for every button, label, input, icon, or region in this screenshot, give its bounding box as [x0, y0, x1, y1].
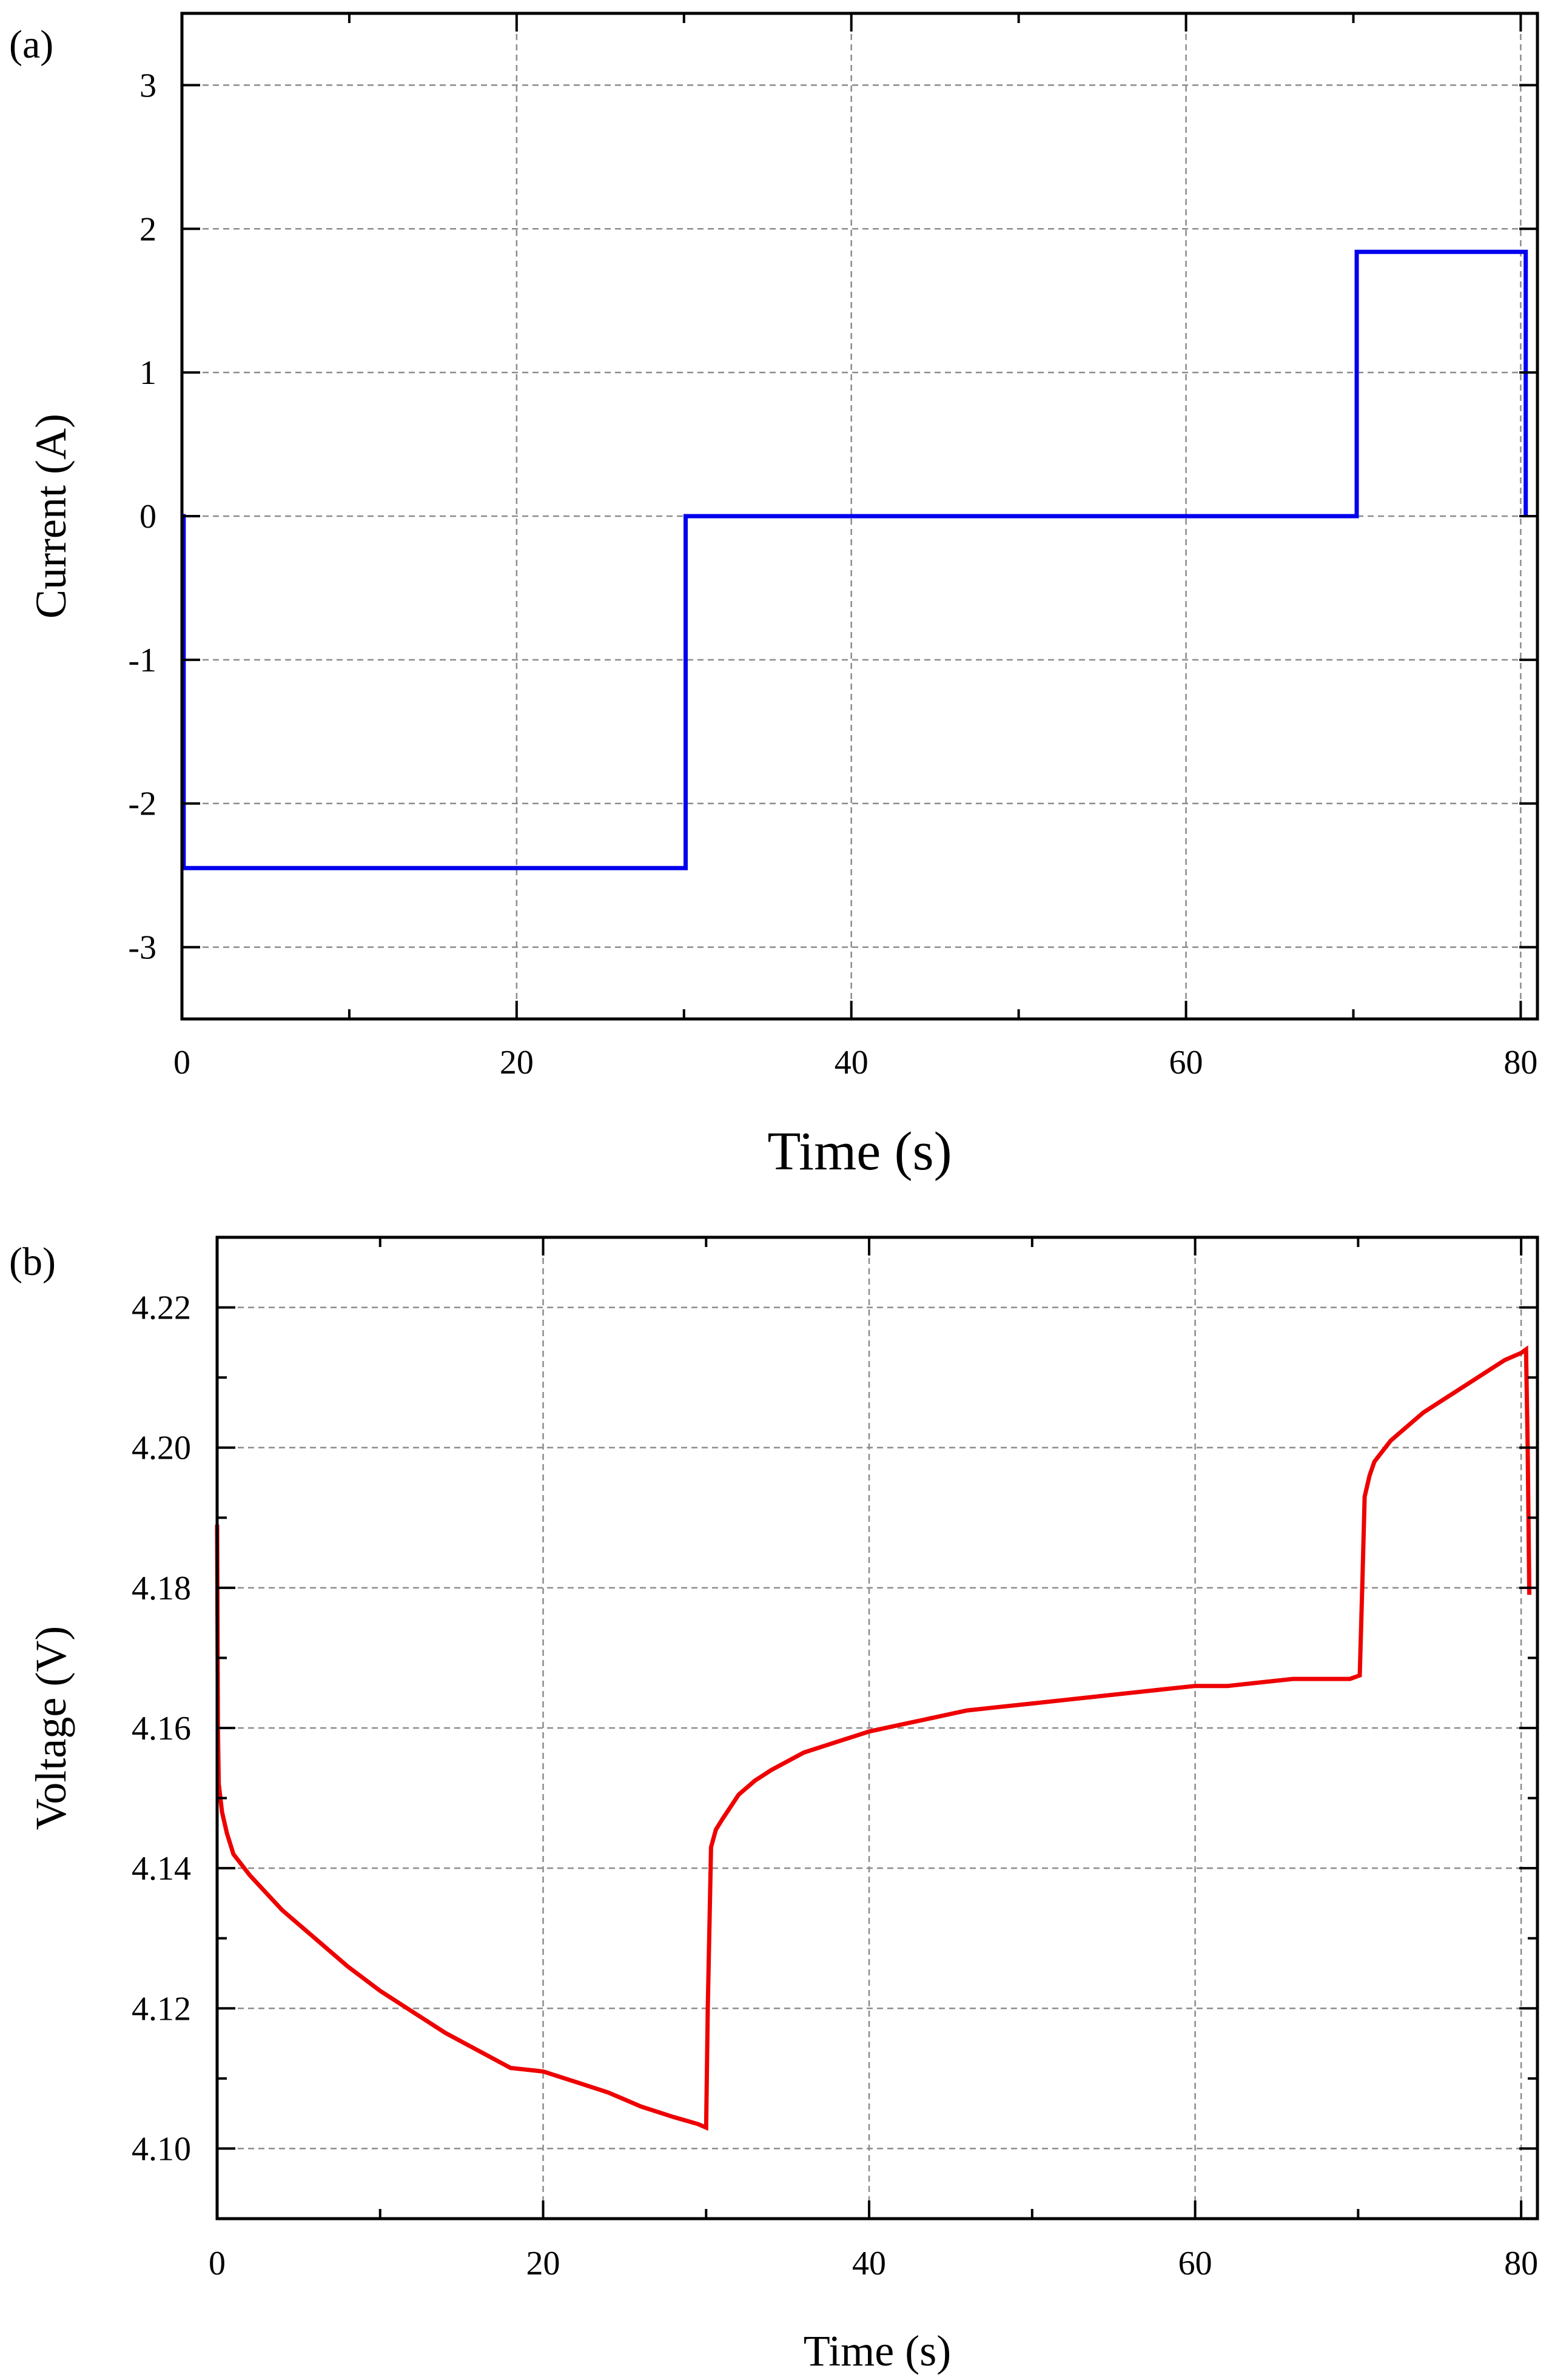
x-tick-label: 40 — [852, 2245, 886, 2282]
plot-frame — [215, 1235, 1539, 2220]
y-tick-label: -3 — [128, 929, 156, 967]
x-tick-label: 20 — [526, 2245, 560, 2282]
y-tick-label: 4.14 — [132, 1850, 191, 1888]
x-tick-label: 80 — [1504, 2245, 1538, 2282]
y-tick-label: 0 — [139, 498, 156, 536]
x-tick-label: 0 — [209, 2245, 226, 2282]
panel-label: (a) — [9, 22, 53, 67]
y-tick-label: 4.12 — [132, 1990, 191, 2028]
plot-frame — [180, 12, 1539, 1021]
x-tick-label: 40 — [835, 1044, 868, 1081]
y-tick-label: 4.20 — [132, 1430, 191, 1467]
x-tick-label: 20 — [500, 1044, 534, 1081]
panel-label: (b) — [9, 1240, 56, 1284]
x-axis-title: Time (s) — [804, 2327, 951, 2375]
y-tick-label: 3 — [139, 67, 156, 104]
series-line — [181, 249, 1528, 870]
x-axis-title: Time (s) — [767, 1121, 952, 1182]
x-tick-label: 60 — [1178, 2245, 1212, 2282]
y-axis-title: Current (A) — [27, 414, 75, 619]
panel-a: (a) 0 20 40 60 80 -3 -2 -1 0 1 2 3 Time (s) Current (A… — [9, 12, 1539, 1182]
y-tick-label: 4.22 — [132, 1289, 191, 1327]
x-tick-label: 60 — [1169, 1044, 1203, 1081]
x-tick-label: 80 — [1503, 1044, 1537, 1081]
y-tick-label: 4.18 — [132, 1570, 191, 1607]
y-tick-label: 2 — [139, 210, 156, 248]
y-tick-label: 4.16 — [132, 1710, 191, 1747]
panel-b: (b) 0 20 40 60 80 4.10 4.12 4.14 4.16 4.18 4.20 4.22… — [9, 1235, 1539, 2375]
x-tick-label: 0 — [173, 1044, 190, 1081]
grid — [217, 1237, 1537, 2219]
y-tick-label: 1 — [139, 354, 156, 392]
series-line — [215, 1345, 1532, 2131]
y-axis-title: Voltage (V) — [27, 1626, 75, 1830]
y-tick-label: -2 — [128, 785, 156, 823]
y-tick-label: -1 — [128, 642, 156, 679]
y-tick-label: 4.10 — [132, 2130, 191, 2168]
